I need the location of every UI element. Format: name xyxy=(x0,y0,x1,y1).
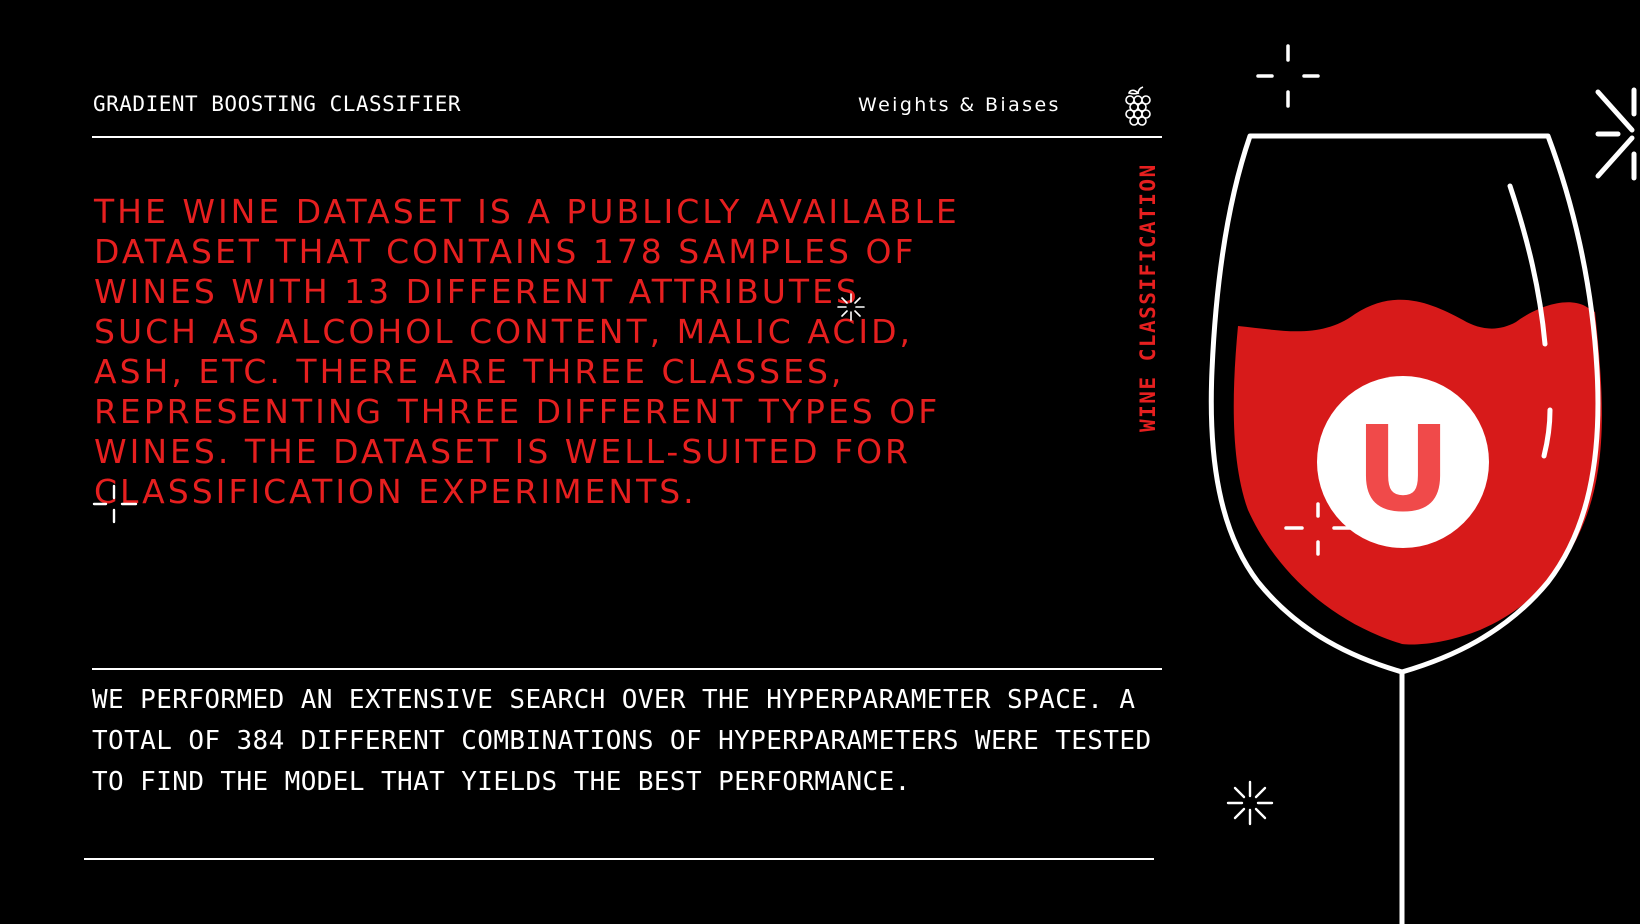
header-title: GRADIENT BOOSTING CLASSIFIER xyxy=(93,92,462,116)
glass-highlight xyxy=(1507,183,1548,347)
side-label: WINE CLASSIFICATION xyxy=(1136,163,1160,432)
top-divider xyxy=(92,136,1162,138)
dataset-description: THE WINE DATASET IS A PUBLICLY AVAILABLE… xyxy=(94,192,960,511)
sparkle-icon xyxy=(837,293,865,321)
u-badge-icon xyxy=(1317,376,1489,548)
middle-divider xyxy=(92,668,1162,670)
glass-highlight xyxy=(1541,407,1553,459)
search-summary: WE PERFORMED AN EXTENSIVE SEARCH OVER TH… xyxy=(92,685,1152,797)
grape-cluster-icon xyxy=(1125,86,1151,126)
wine-glass-illustration: U xyxy=(1208,44,1637,924)
sparkle-icon xyxy=(92,484,138,524)
brand-name: Weights & Biases xyxy=(858,94,1061,116)
sparkle-icon xyxy=(1256,44,1320,108)
glass-bowl xyxy=(1208,133,1601,675)
sparkle-icon xyxy=(1284,502,1352,556)
sparkle-icon xyxy=(1226,780,1274,826)
sparkle-icon xyxy=(1595,87,1637,181)
badge-letter: U xyxy=(1355,400,1451,538)
bottom-divider xyxy=(84,858,1154,860)
